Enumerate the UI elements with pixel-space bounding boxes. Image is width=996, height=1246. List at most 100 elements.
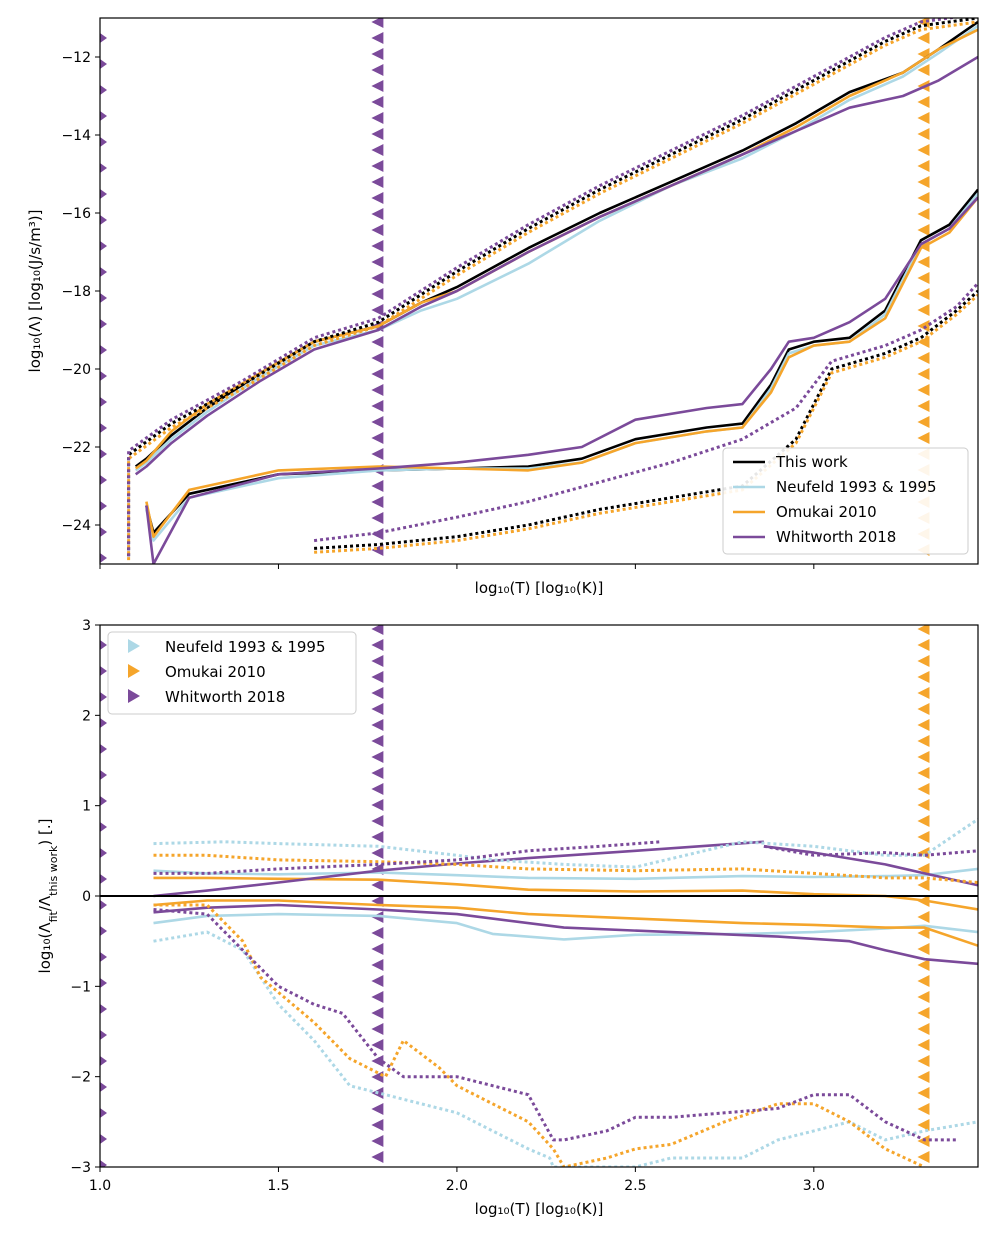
bottom-panel: −3 −2 −1 0 1 2 3 1.0 1.5 2.0 2.5 3.0 log₁₀(T) [log…: [36, 618, 979, 1218]
legend-marker-omukai: [128, 664, 140, 678]
legend-label-neufeld-ratio: Neufeld 1993 & 1995: [165, 638, 326, 656]
y-tick-label-bottom: −3: [70, 1160, 91, 1176]
vline-marker-bottom-0: [371, 687, 384, 699]
edge-marker-bottom: [100, 848, 107, 858]
edge-marker-top: [100, 215, 107, 225]
vline-marker-bottom-1: [917, 1055, 930, 1067]
vline-marker-top-1: [917, 144, 930, 156]
vline-marker-bottom-0: [371, 655, 384, 667]
edge-marker-top: [100, 85, 107, 95]
edge-marker-top: [100, 319, 107, 329]
series-top-8: [127, 18, 978, 557]
top-legend-box: [722, 447, 969, 555]
vline-marker-top-0: [371, 336, 384, 348]
series-bottom-5: [763, 845, 978, 887]
y-tick-label-bottom: −1: [70, 979, 91, 995]
vline-marker-bottom-1: [917, 927, 930, 939]
vline-marker-bottom-1: [917, 831, 930, 843]
vline-marker-top-1: [917, 352, 930, 364]
vline-marker-top-0: [371, 432, 384, 444]
edge-marker-top: [100, 137, 107, 147]
edge-marker-top: [100, 527, 107, 537]
edge-marker-bottom: [100, 666, 107, 676]
edge-marker-bottom: [100, 796, 107, 806]
edge-marker-bottom: [100, 1108, 107, 1118]
vline-marker-bottom-1: [917, 1151, 930, 1163]
vline-marker-top-1: [917, 128, 930, 140]
bottom-y-ticks: −3 −2 −1 0 1 2 3: [70, 618, 100, 1176]
vline-marker-bottom-1: [917, 625, 930, 635]
series-bottom-11: [153, 840, 661, 875]
vline-marker-top-0: [371, 112, 384, 124]
bottom-legend: Neufeld 1993 & 1995 Omukai 2010 Whitwort…: [107, 631, 357, 715]
vline-marker-top-0: [371, 32, 384, 44]
vline-marker-bottom-1: [917, 879, 930, 891]
x-tick-label-bottom: 3.0: [803, 1178, 825, 1194]
vline-marker-bottom-1: [917, 799, 930, 811]
edge-marker-bottom: [100, 692, 107, 702]
vline-marker-bottom-0: [371, 1119, 384, 1131]
x-tick-label-bottom: 1.0: [89, 1178, 111, 1194]
vline-marker-top-0: [371, 240, 384, 252]
y-tick-label-bottom: 3: [82, 618, 91, 634]
vline-marker-bottom-1: [917, 863, 930, 875]
series-top-2: [134, 24, 978, 472]
vline-marker-top-1: [917, 416, 930, 428]
series-top-6: [134, 55, 978, 476]
vline-marker-top-0: [371, 18, 384, 28]
vline-marker-bottom-0: [371, 1039, 384, 1051]
edge-marker-top: [100, 293, 107, 303]
vline-marker-bottom-1: [917, 671, 930, 683]
edge-marker-top: [100, 501, 107, 511]
edge-marker-top: [100, 189, 107, 199]
vline-marker-top-0: [371, 384, 384, 396]
vline-marker-top-1: [917, 256, 930, 268]
vline-marker-top-0: [371, 48, 384, 60]
vline-marker-bottom-0: [371, 1135, 384, 1147]
vline-marker-top-0: [371, 176, 384, 188]
vline-marker-top-0: [371, 400, 384, 412]
vline-marker-top-0: [371, 144, 384, 156]
legend-label-whitworth-ratio: Whitworth 2018: [165, 688, 285, 706]
top-axes-frame: [99, 17, 979, 565]
y-tick-label-top: −14: [61, 128, 91, 144]
vline-marker-bottom-0: [371, 783, 384, 795]
bottom-x-ticks: 1.0 1.5 2.0 2.5 3.0: [89, 1167, 825, 1194]
vline-marker-top-0: [371, 80, 384, 92]
y-tick-label-top: −12: [61, 50, 91, 66]
legend-label-whitworth: Whitworth 2018: [776, 528, 896, 546]
edge-marker-top: [100, 241, 107, 251]
legend-label-neufeld: Neufeld 1993 & 1995: [776, 478, 937, 496]
vline-marker-top-1: [917, 384, 930, 396]
y-tick-label-bottom: 2: [82, 708, 91, 724]
vline-marker-bottom-1: [917, 1023, 930, 1035]
series-bottom-13: [153, 908, 957, 1142]
vline-marker-bottom-0: [371, 1023, 384, 1035]
vline-marker-top-0: [371, 208, 384, 220]
vline-marker-top-1: [917, 112, 930, 124]
legend-label-this-work: This work: [775, 453, 848, 471]
edge-marker-bottom: [100, 1004, 107, 1014]
edge-marker-bottom: [100, 640, 107, 650]
vline-marker-bottom-0: [371, 735, 384, 747]
vline-marker-top-0: [371, 416, 384, 428]
series-bottom-12: [763, 844, 978, 857]
vline-marker-bottom-1: [917, 655, 930, 667]
series-top-10: [127, 20, 978, 561]
vline-marker-top-0: [371, 96, 384, 108]
vline-marker-bottom-0: [371, 625, 384, 635]
vline-marker-bottom-0: [371, 719, 384, 731]
edge-marker-bottom: [100, 1030, 107, 1040]
top-y-axis-label: log₁₀(Λ) [log₁₀(J/s/m³)]: [26, 210, 44, 373]
vline-marker-bottom-0: [371, 1055, 384, 1067]
y-tick-label-bottom: −2: [70, 1070, 91, 1086]
y-tick-label-top: −18: [61, 284, 91, 300]
vline-marker-top-1: [917, 160, 930, 172]
vline-marker-bottom-0: [371, 767, 384, 779]
vline-marker-top-1: [917, 368, 930, 380]
vline-marker-top-0: [371, 480, 384, 492]
edge-marker-top: [100, 553, 107, 563]
vline-marker-bottom-1: [917, 767, 930, 779]
vline-marker-bottom-1: [917, 1007, 930, 1019]
